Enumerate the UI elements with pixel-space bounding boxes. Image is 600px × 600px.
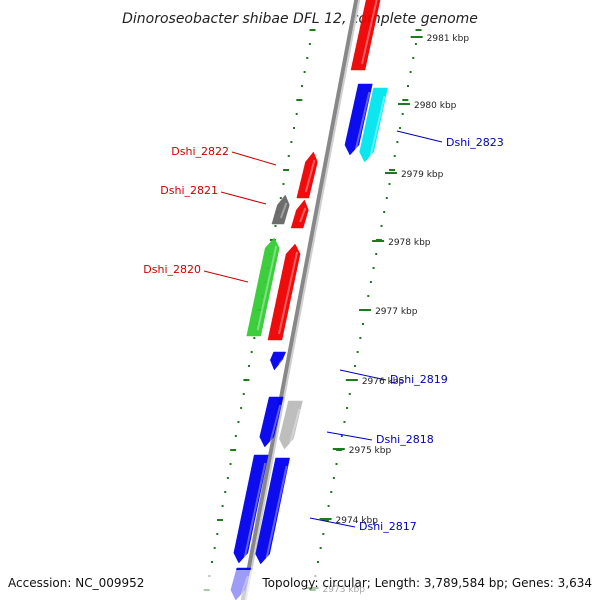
label-leader-line [309, 517, 356, 528]
map-title: Dinoroseobacter shibae DFL 12, complete … [122, 11, 478, 27]
gene-label: Dshi_2819 [390, 373, 448, 386]
gene-arrow [267, 243, 301, 341]
gene-arrow [246, 237, 280, 337]
gene-arrow [259, 396, 284, 448]
accession-text: Accession: NC_009952 [8, 576, 144, 590]
gene-label: Dshi_2820 [143, 263, 201, 276]
gene-label: Dshi_2821 [160, 184, 218, 197]
label-leader-line [326, 431, 373, 441]
label-leader-line [203, 270, 249, 283]
gene-label: Dshi_2822 [171, 145, 229, 158]
label-leader-line [339, 369, 387, 381]
gene-arrow [270, 351, 287, 371]
gene-arrow [279, 400, 303, 450]
kbp-label: 2980 kbp [414, 101, 457, 111]
gene-arrow [344, 83, 373, 156]
kbp-label: 2974 kbp [336, 516, 379, 526]
gene-label: Dshi_2818 [376, 433, 434, 446]
backbone-line [240, 0, 359, 600]
footer-background [0, 570, 600, 600]
track-lines [240, 0, 361, 600]
gene-arrow-shading [265, 465, 288, 559]
kbp-label: 2975 kbp [349, 446, 392, 456]
gene-features [230, 0, 388, 600]
kbp-label: 2976 kbp [362, 377, 405, 387]
gene-arrow [290, 199, 309, 229]
gene-arrow-shading [277, 251, 299, 335]
gene-arrow-shading [256, 245, 278, 331]
label-leader-line [396, 130, 443, 143]
gene-arrow [359, 87, 388, 163]
gene-arrow-shading [243, 462, 267, 558]
gene-arrow-shading [369, 95, 386, 157]
gene-arrow-shading [354, 91, 371, 150]
gene-arrow [255, 457, 290, 565]
kbp-label: 2979 kbp [401, 170, 444, 180]
gene-arrow-shading [361, 0, 378, 65]
gene-arrow [296, 151, 318, 199]
gene-labels: Dshi_2823 Dshi_2822 Dshi_2821 Dshi_2820 Dshi… [143, 130, 504, 533]
gene-label: Dshi_2823 [446, 136, 504, 149]
label-leader-line [231, 151, 277, 166]
gene-arrow-shading [279, 202, 288, 219]
gene-arrow [233, 454, 269, 564]
backbone-highlight [244, 0, 361, 600]
label-leader-line [220, 191, 267, 205]
kbp-label: 2977 kbp [375, 307, 418, 317]
gene-arrow-shading [304, 159, 316, 193]
gene-arrow-shading [269, 404, 282, 442]
gene-arrow [271, 194, 290, 225]
gene-arrow-shading [278, 359, 284, 365]
genome-summary-text: Topology: circular; Length: 3,789,584 bp… [261, 576, 592, 590]
gene-arrow-shading [299, 207, 307, 223]
gene-label: Dshi_2817 [359, 520, 417, 533]
gene-arrow-shading [289, 408, 301, 444]
kbp-label: 2978 kbp [388, 238, 431, 248]
kbp-labels: 2981 kbp 2980 kbp 2979 kbp 2978 kbp 2977 kbp… [306, 34, 470, 595]
gene-arrow [350, 0, 381, 71]
kbp-label: 2981 kbp [427, 34, 470, 44]
